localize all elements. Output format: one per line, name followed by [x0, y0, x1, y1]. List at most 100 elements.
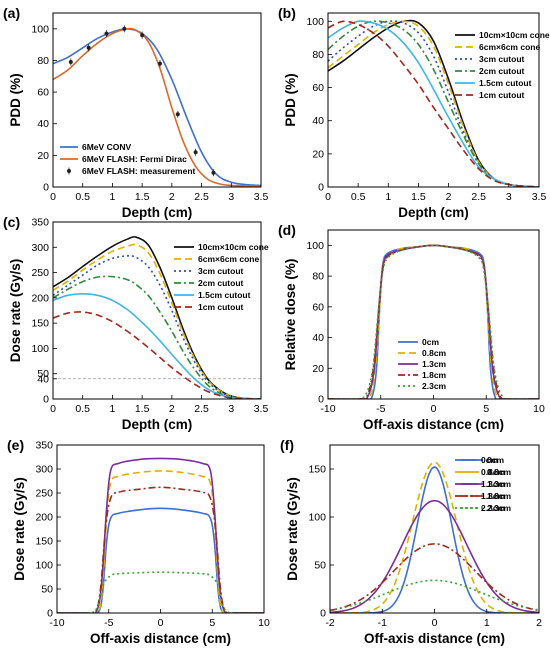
x-tick-label: 2.5 [194, 403, 209, 415]
y-tick-label: 40 [37, 118, 49, 130]
series-line-5 [53, 311, 261, 399]
panel-label: (d) [278, 222, 296, 238]
x-axis-label: Off-axis distance (cm) [90, 631, 231, 646]
series-line-3 [57, 486, 264, 613]
legend-label: 1.3cm [422, 359, 447, 369]
x-tick-label: 10 [533, 403, 545, 415]
x-tick-label: 2.5 [194, 191, 209, 203]
y-tick-label: 150 [308, 464, 326, 476]
y-tick-label: 150 [31, 318, 49, 330]
x-tick-label: 1 [110, 403, 116, 415]
legend-marker [67, 169, 71, 173]
series-group [328, 244, 539, 399]
y-tick-label: 350 [35, 440, 53, 452]
y-tick-label: 80 [37, 55, 49, 67]
series-line-4 [328, 20, 539, 187]
series-line-4 [328, 244, 539, 399]
legend-label: 1.3cm [481, 479, 506, 489]
y-tick-label: 100 [306, 240, 324, 252]
legend-label: 1.5cm cutout [479, 78, 532, 88]
x-tick-label: 2 [169, 403, 175, 415]
panel-1: 0 0.5 1 1.5 2 2.5 3 3.5 0 20 40 60 80 100 Depth (cm) PD… [278, 5, 550, 220]
legend-label: 10cm×10cm cone [479, 30, 550, 40]
legend-label: 1.8cm [487, 491, 512, 501]
y-axis-label: Dose rate (Gy/s) [8, 259, 23, 363]
y-tick-label: 40 [312, 332, 324, 344]
y-tick-label: 300 [35, 464, 53, 476]
series-group [328, 19, 539, 187]
data-point [193, 150, 198, 155]
x-tick-label: -5 [376, 403, 385, 415]
y-tick-label: 40 [312, 115, 324, 127]
data-point [68, 60, 73, 65]
y-tick-label: 150 [35, 536, 53, 548]
y-tick-label: 80 [312, 271, 324, 283]
series-line-3 [330, 543, 539, 612]
series-line-4 [53, 293, 261, 399]
legend-label: 2.3cm [422, 381, 447, 391]
x-tick-label: 5 [483, 403, 489, 415]
series-line-0 [57, 507, 264, 613]
legend: 6MeV CONV 6MeV FLASH: Fermi Dirac 6MeV FLA… [60, 142, 196, 176]
y-tick-label: 0 [47, 608, 53, 620]
x-tick-label: 0 [50, 191, 56, 203]
x-tick-label: -10 [49, 617, 64, 629]
legend-label: 1.8cm [481, 491, 506, 501]
legend-label: 2.3cm [481, 503, 506, 513]
legend-label: 1cm cutout [479, 90, 525, 100]
y-tick-label: 100 [31, 343, 49, 355]
series-line-1 [57, 470, 264, 613]
data-point [140, 33, 145, 38]
x-tick-label: 1 [385, 191, 391, 203]
x-axis-label: Off-axis distance (cm) [363, 417, 504, 432]
y-tick-label: 60 [312, 301, 324, 313]
y-tick-label: 350 [31, 217, 49, 229]
y-tick-label: 20 [312, 363, 324, 375]
data-point [175, 112, 180, 117]
x-tick-label: 0.5 [351, 191, 366, 203]
x-tick-label: 10 [258, 617, 270, 629]
series-line-1 [330, 461, 539, 613]
y-axis-label: PDD (%) [283, 73, 298, 126]
x-tick-label: 5 [209, 617, 215, 629]
y-tick-label: 60 [37, 87, 49, 99]
x-tick-label: 3.5 [254, 191, 269, 203]
y-axis-label: PDD (%) [8, 73, 23, 126]
y-tick-label: 250 [35, 488, 53, 500]
legend-label: 1.5cm cutout [198, 290, 251, 300]
x-tick-label: 2.5 [471, 191, 486, 203]
y-tick-label: 300 [31, 242, 49, 254]
legend-label: 1.3cm [487, 479, 512, 489]
y-tick-label: 50 [314, 560, 326, 572]
x-axis-label: Depth (cm) [398, 205, 469, 220]
legend-label: 6MeV CONV [82, 142, 131, 152]
y-tick-label: 200 [35, 512, 53, 524]
y-tick-label: 100 [31, 23, 49, 35]
legend: 10cm×10cm cone 6cm×6cm cone 3cm cutout 2cm … [455, 30, 550, 100]
legend-label: 0cm [487, 455, 504, 465]
legend-label: 2cm cutout [198, 278, 244, 288]
panel-0: 0 0.5 1 1.5 2 2.5 3 3.5 0 20 40 60 80 100 Depth (cm) PD… [3, 5, 268, 220]
axes-frame [52, 221, 262, 400]
legend-label: 3cm cutout [198, 266, 244, 276]
x-tick-label: 1.5 [135, 191, 150, 203]
y-axis-label: Dose rate (Gy/s) [285, 477, 300, 581]
data-point [157, 61, 162, 66]
legend-label: 0.8cm [487, 467, 512, 477]
data-point [86, 45, 91, 50]
legend-label: 2.3cm [487, 503, 512, 513]
x-tick-label: 3 [228, 191, 234, 203]
y-tick-label: 100 [308, 512, 326, 524]
series-line-2 [53, 254, 261, 399]
y-tick-label: 200 [31, 292, 49, 304]
y-tick-label: 60 [312, 82, 324, 94]
data-point [211, 170, 216, 175]
series-line-0 [53, 236, 261, 399]
panel-label: (f) [280, 437, 294, 453]
y-tick-label: 50 [37, 368, 49, 380]
legend: 10cm×10cm cone 6cm×6cm cone 3cm cutout 2cm … [174, 242, 269, 312]
series-group [57, 457, 264, 613]
